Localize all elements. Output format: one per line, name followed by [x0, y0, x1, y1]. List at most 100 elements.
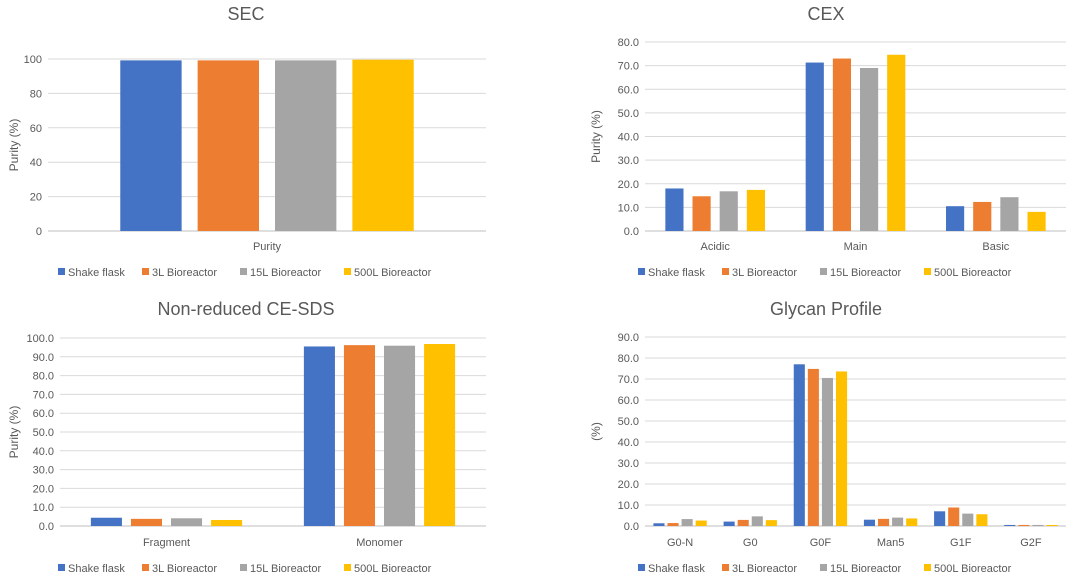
bar-g0-n-3l-bioreactor: [667, 523, 679, 526]
y-tick-label: 50.0: [33, 427, 54, 439]
bar-monomer-3l-bioreactor: [343, 345, 375, 526]
y-tick-label: 100.0: [26, 333, 54, 345]
bar-basic-shake-flask: [946, 206, 965, 231]
y-tick-label: 70.0: [618, 374, 639, 386]
bar-g0-shake-flask: [723, 521, 735, 526]
bar-purity-shake-flask: [120, 60, 182, 231]
x-category-label: Fragment: [143, 537, 190, 549]
legend-label-15l-bioreactor: 15L Bioreactor: [250, 563, 321, 575]
bar-purity-15l-bioreactor: [275, 60, 337, 231]
bar-monomer-shake-flask: [303, 346, 335, 526]
x-category-label: Purity: [253, 241, 282, 253]
bar-acidic-shake-flask: [665, 188, 684, 231]
y-tick-label: 0: [36, 226, 42, 238]
legend-label-500l-bioreactor: 500L Bioreactor: [354, 563, 432, 575]
bar-acidic-500l-bioreactor: [746, 189, 765, 231]
bar-g0f-shake-flask: [793, 364, 805, 526]
legend-swatch-shake-flask: [58, 564, 65, 571]
bar-g1f-shake-flask: [934, 511, 946, 526]
bar-main-shake-flask: [805, 62, 824, 232]
legend-label-15l-bioreactor: 15L Bioreactor: [250, 267, 321, 279]
legend-label-3l-bioreactor: 3L Bioreactor: [152, 267, 217, 279]
bar-basic-500l-bioreactor: [1027, 211, 1046, 231]
bar-acidic-3l-bioreactor: [692, 196, 711, 231]
bar-man5-15l-bioreactor: [892, 517, 904, 526]
y-tick-label: 40.0: [618, 437, 639, 449]
y-tick-label: 10.0: [618, 500, 639, 512]
bar-g0-15l-bioreactor: [751, 516, 763, 526]
bar-monomer-15l-bioreactor: [384, 345, 416, 526]
legend-label-shake-flask: Shake flask: [68, 267, 125, 279]
legend-swatch-3l-bioreactor: [722, 564, 729, 571]
x-category-label: G2F: [1020, 537, 1042, 549]
legend-label-3l-bioreactor: 3L Bioreactor: [152, 563, 217, 575]
y-tick-label: 60.0: [618, 84, 639, 96]
y-tick-label: 50.0: [618, 416, 639, 428]
legend-swatch-shake-flask: [638, 564, 645, 571]
y-tick-label: 90.0: [618, 332, 639, 344]
x-category-label: Acidic: [700, 241, 730, 253]
y-axis-label: Purity (%): [589, 110, 603, 163]
bar-g2f-3l-bioreactor: [1018, 524, 1030, 526]
y-tick-label: 0.0: [624, 226, 639, 238]
legend-swatch-500l-bioreactor: [924, 268, 931, 275]
y-tick-label: 10.0: [618, 202, 639, 214]
legend-label-15l-bioreactor: 15L Bioreactor: [830, 267, 901, 279]
legend-swatch-3l-bioreactor: [142, 564, 149, 571]
bar-g0f-15l-bioreactor: [821, 377, 833, 526]
bar-man5-shake-flask: [863, 519, 876, 526]
bar-acidic-15l-bioreactor: [719, 191, 738, 231]
bar-g0f-500l-bioreactor: [835, 371, 848, 526]
legend-swatch-500l-bioreactor: [344, 268, 351, 275]
bar-g0-n-shake-flask: [653, 523, 665, 526]
x-category-label: G0: [743, 537, 758, 549]
legend-swatch-3l-bioreactor: [722, 268, 729, 275]
y-tick-label: 80.0: [618, 37, 639, 49]
bar-g2f-15l-bioreactor: [1032, 524, 1044, 526]
y-tick-label: 0.0: [624, 521, 639, 533]
legend-label-shake-flask: Shake flask: [68, 563, 125, 575]
bar-g0-n-15l-bioreactor: [681, 519, 693, 526]
bar-purity-500l-bioreactor: [352, 59, 414, 231]
legend-swatch-shake-flask: [58, 268, 65, 275]
bar-g1f-15l-bioreactor: [962, 513, 974, 526]
legend-label-3l-bioreactor: 3L Bioreactor: [732, 267, 797, 279]
legend-swatch-shake-flask: [638, 268, 645, 275]
legend-label-shake-flask: Shake flask: [648, 267, 705, 279]
x-category-label: Basic: [982, 241, 1009, 253]
y-tick-label: 80.0: [33, 371, 54, 383]
x-category-label: Main: [844, 241, 868, 253]
y-tick-label: 20.0: [33, 483, 54, 495]
x-category-label: G1F: [950, 537, 972, 549]
y-tick-label: 70.0: [33, 389, 54, 401]
bar-man5-500l-bioreactor: [906, 518, 918, 526]
chart-title: Non-reduced CE-SDS: [157, 299, 334, 319]
legend-swatch-500l-bioreactor: [344, 564, 351, 571]
legend-label-500l-bioreactor: 500L Bioreactor: [934, 267, 1012, 279]
y-tick-label: 40.0: [618, 132, 639, 144]
y-tick-label: 0.0: [39, 521, 54, 533]
x-category-label: G0F: [810, 537, 832, 549]
y-tick-label: 20.0: [618, 179, 639, 191]
y-tick-label: 30.0: [618, 155, 639, 167]
chart-title: Glycan Profile: [770, 299, 882, 319]
legend-label-15l-bioreactor: 15L Bioreactor: [830, 563, 901, 575]
bar-man5-3l-bioreactor: [878, 518, 890, 526]
bar-g0-500l-bioreactor: [765, 520, 777, 526]
legend-label-500l-bioreactor: 500L Bioreactor: [934, 563, 1012, 575]
x-category-label: G0-N: [667, 537, 693, 549]
bar-g2f-500l-bioreactor: [1046, 524, 1058, 526]
bar-basic-15l-bioreactor: [1000, 197, 1019, 231]
y-tick-label: 10.0: [33, 502, 54, 514]
y-tick-label: 60.0: [33, 408, 54, 420]
y-tick-label: 40.0: [33, 446, 54, 458]
y-tick-label: 30.0: [33, 465, 54, 477]
legend-swatch-500l-bioreactor: [924, 564, 931, 571]
legend-swatch-15l-bioreactor: [240, 564, 247, 571]
y-tick-label: 50.0: [618, 108, 639, 120]
bar-g2f-shake-flask: [1004, 524, 1016, 526]
legend-swatch-15l-bioreactor: [820, 268, 827, 275]
y-tick-label: 30.0: [618, 458, 639, 470]
bar-main-3l-bioreactor: [832, 58, 851, 231]
